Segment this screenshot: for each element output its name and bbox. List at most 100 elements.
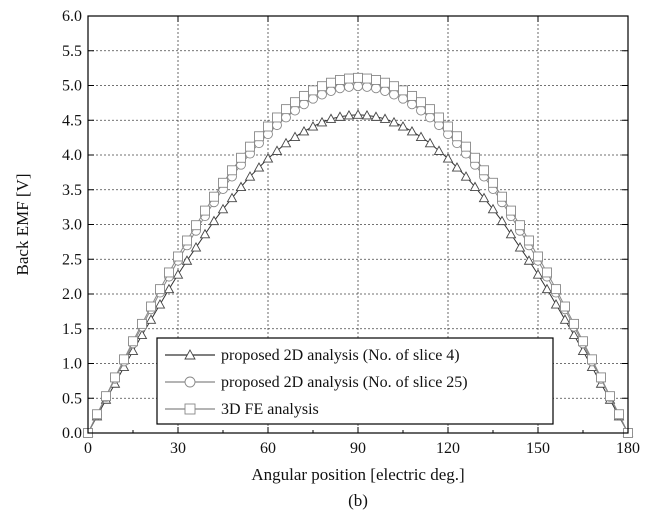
data-point: [578, 336, 588, 347]
data-point: [326, 86, 336, 97]
data-point: [353, 81, 363, 92]
data-point: [127, 345, 139, 356]
data-point: [533, 251, 543, 262]
data-point: [514, 242, 526, 252]
data-point: [308, 93, 318, 104]
x-tick-label: 180: [616, 440, 640, 457]
data-point: [416, 97, 426, 108]
data-point: [101, 391, 111, 402]
data-point: [352, 109, 364, 119]
data-point: [290, 105, 300, 116]
data-point: [146, 301, 156, 312]
data-point: [577, 345, 589, 356]
data-point: [488, 177, 498, 188]
y-tick-label: 1.5: [62, 321, 82, 338]
data-point: [551, 284, 561, 295]
x-tick-label: 90: [350, 440, 366, 457]
data-point: [614, 409, 624, 420]
data-point: [299, 99, 309, 110]
data-point: [371, 83, 381, 94]
figure-caption: (b): [348, 491, 368, 510]
y-tick-label: 2.0: [62, 286, 82, 303]
data-point: [335, 74, 345, 85]
data-point: [137, 318, 147, 329]
y-tick-label: 4.0: [62, 147, 82, 164]
data-point: [110, 372, 120, 383]
data-point: [524, 235, 534, 246]
data-point: [344, 73, 354, 84]
legend-label: proposed 2D analysis (No. of slice 4): [221, 347, 460, 364]
data-point: [325, 113, 337, 123]
data-point: [424, 137, 436, 148]
data-point: [469, 181, 481, 192]
data-point: [145, 314, 157, 324]
data-point: [487, 203, 499, 214]
data-point: [389, 89, 399, 100]
y-axis-title: Back EMF [V]: [13, 174, 32, 276]
data-point: [362, 81, 372, 92]
data-point: [362, 73, 372, 84]
data-point: [155, 284, 165, 295]
data-point: [289, 131, 301, 141]
data-point: [388, 116, 400, 127]
legend-marker: [184, 349, 196, 360]
y-tick-label: 6.0: [62, 8, 82, 25]
data-point: [343, 109, 355, 120]
legend-box: [156, 337, 554, 425]
data-point: [559, 314, 571, 324]
data-point: [434, 112, 444, 123]
data-point: [316, 116, 328, 127]
data-point: [515, 220, 525, 231]
data-point: [208, 215, 220, 226]
data-point: [154, 298, 166, 309]
data-point: [416, 105, 426, 116]
data-point: [443, 121, 453, 132]
data-point: [92, 409, 102, 420]
data-point: [361, 109, 373, 120]
data-point: [172, 269, 184, 279]
data-point: [244, 171, 256, 181]
data-point: [370, 111, 382, 121]
data-point: [353, 72, 363, 83]
data-point: [568, 329, 580, 340]
data-point: [209, 191, 219, 202]
data-point: [245, 141, 255, 152]
data-point: [460, 171, 472, 181]
data-point: [128, 336, 138, 347]
data-point: [505, 228, 517, 239]
data-point: [227, 165, 237, 176]
data-point: [163, 283, 175, 294]
axis-ticks: 0 30 60 90 120 150 180 0.0 0.5 1.0 1.5 2.0 2.5 3.0 3.5…: [62, 8, 640, 457]
data-point: [272, 112, 282, 123]
data-point: [407, 99, 417, 110]
y-tick-label: 0.0: [62, 425, 82, 442]
y-tick-label: 3.0: [62, 217, 82, 234]
data-point: [497, 191, 507, 202]
legend-item: 3D FE analysis: [165, 401, 319, 418]
data-point: [433, 145, 445, 155]
data-point: [587, 354, 597, 365]
data-point: [605, 391, 615, 402]
x-tick-label: 120: [436, 440, 460, 457]
data-point: [398, 93, 408, 104]
data-point: [136, 329, 148, 340]
data-point: [308, 85, 318, 96]
data-point: [254, 131, 264, 142]
data-point: [334, 111, 346, 121]
series-layer: [82, 72, 634, 438]
data-point: [470, 152, 480, 163]
data-point: [119, 354, 129, 365]
x-tick-label: 30: [170, 440, 186, 457]
data-point: [235, 181, 247, 192]
y-tick-label: 4.5: [62, 112, 82, 129]
data-point: [307, 121, 319, 131]
data-point: [262, 153, 274, 163]
data-point: [181, 255, 193, 265]
data-point: [452, 131, 462, 142]
legend: proposed 2D analysis (No. of slice 4) pro…: [156, 337, 554, 425]
data-point: [191, 220, 201, 231]
data-point: [326, 77, 336, 88]
data-point: [461, 141, 471, 152]
data-point: [199, 228, 211, 239]
